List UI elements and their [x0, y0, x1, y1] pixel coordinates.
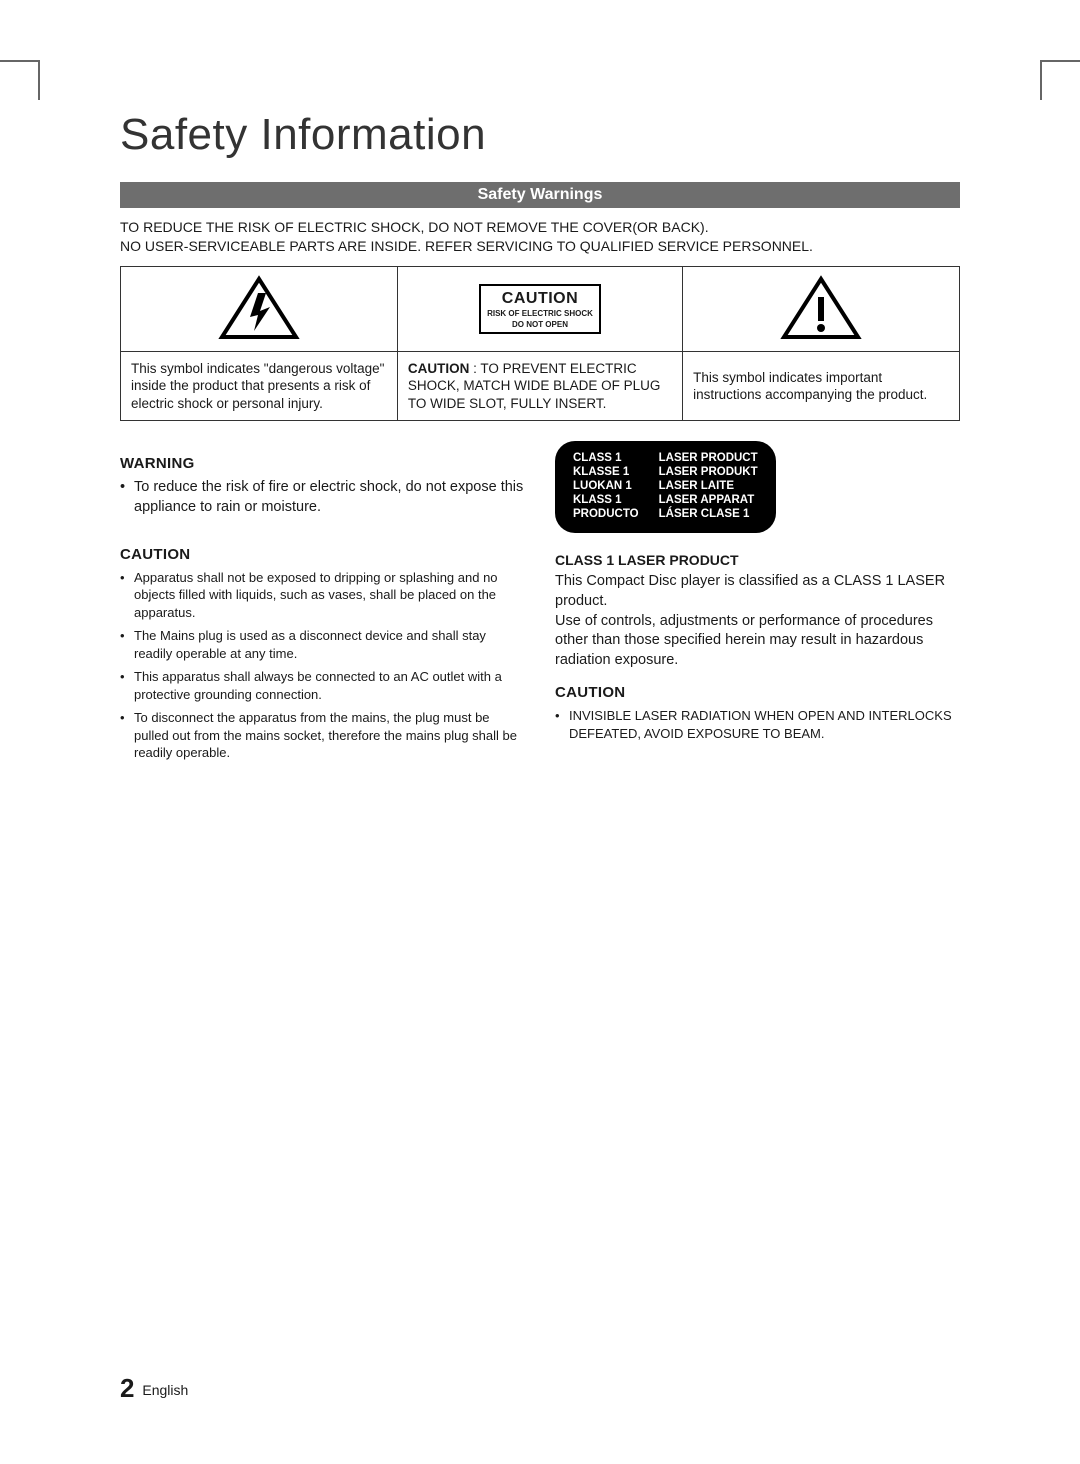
caution-heading-left: CAUTION — [120, 546, 525, 563]
laser-cell: LASER APPARAT — [649, 493, 758, 507]
warning-heading: WARNING — [120, 455, 525, 472]
caution-bold: CAUTION — [408, 361, 470, 376]
caution-item: INVISIBLE LASER RADIATION WHEN OPEN AND … — [555, 707, 960, 742]
crop-mark — [1040, 60, 1042, 100]
voltage-symbol-cell — [121, 266, 398, 351]
warning-symbol-desc: This symbol indicates important instruct… — [683, 351, 960, 421]
laser-class-table: CLASS 1LASER PRODUCT KLASSE 1LASER PRODU… — [573, 451, 758, 521]
laser-cell: KLASS 1 — [573, 493, 649, 507]
page-footer: 2 English — [120, 1373, 188, 1404]
class1-p2: Use of controls, adjustments or performa… — [555, 612, 960, 671]
intro-line-2: NO USER-SERVICEABLE PARTS ARE INSIDE. RE… — [120, 238, 813, 254]
laser-cell: LASER PRODUCT — [649, 451, 758, 465]
warning-symbol-cell — [683, 266, 960, 351]
right-column: CLASS 1LASER PRODUCT KLASSE 1LASER PRODU… — [555, 441, 960, 768]
caution-box-cell: CAUTION RISK OF ELECTRIC SHOCK DO NOT OP… — [397, 266, 682, 351]
caution-heading-right: CAUTION — [555, 684, 960, 701]
crop-mark — [1040, 60, 1080, 62]
caution-box: CAUTION RISK OF ELECTRIC SHOCK DO NOT OP… — [479, 284, 601, 334]
warning-triangle-icon — [780, 275, 862, 343]
laser-cell: PRODUCTO — [573, 507, 649, 521]
left-column: WARNING To reduce the risk of fire or el… — [120, 441, 525, 768]
voltage-symbol-desc: This symbol indicates "dangerous voltage… — [121, 351, 398, 421]
intro-line-1: TO REDUCE THE RISK OF ELECTRIC SHOCK, DO… — [120, 219, 709, 235]
laser-cell: LASER LAITE — [649, 479, 758, 493]
laser-cell: CLASS 1 — [573, 451, 649, 465]
section-heading: Safety Warnings — [120, 182, 960, 208]
caution-item: To disconnect the apparatus from the mai… — [120, 709, 525, 762]
two-column-layout: WARNING To reduce the risk of fire or el… — [120, 441, 960, 768]
caution-item: The Mains plug is used as a disconnect d… — [120, 627, 525, 662]
caution-item: Apparatus shall not be exposed to drippi… — [120, 569, 525, 622]
laser-class-badge: CLASS 1LASER PRODUCT KLASSE 1LASER PRODU… — [555, 441, 776, 533]
safety-symbol-table: CAUTION RISK OF ELECTRIC SHOCK DO NOT OP… — [120, 266, 960, 422]
caution-box-line2: DO NOT OPEN — [487, 321, 593, 330]
crop-mark — [0, 60, 40, 62]
crop-mark — [38, 60, 40, 100]
caution-list-left: Apparatus shall not be exposed to drippi… — [120, 569, 525, 762]
caution-box-title: CAUTION — [487, 290, 593, 308]
laser-cell: LUOKAN 1 — [573, 479, 649, 493]
page-title: Safety Information — [120, 110, 960, 160]
warning-list: To reduce the risk of fire or electric s… — [120, 478, 525, 517]
page-number: 2 — [120, 1373, 134, 1403]
caution-box-line1: RISK OF ELECTRIC SHOCK — [487, 310, 593, 319]
voltage-triangle-icon — [218, 275, 300, 343]
laser-cell: LÁSER CLASE 1 — [649, 507, 758, 521]
intro-text: TO REDUCE THE RISK OF ELECTRIC SHOCK, DO… — [120, 218, 960, 256]
warning-item: To reduce the risk of fire or electric s… — [120, 478, 525, 517]
laser-cell: LASER PRODUKT — [649, 465, 758, 479]
caution-list-right: INVISIBLE LASER RADIATION WHEN OPEN AND … — [555, 707, 960, 742]
class1-p1: This Compact Disc player is classified a… — [555, 572, 960, 611]
class1-heading: CLASS 1 LASER PRODUCT — [555, 552, 960, 568]
laser-cell: KLASSE 1 — [573, 465, 649, 479]
document-page: Safety Information Safety Warnings TO RE… — [0, 0, 1080, 1464]
caution-item: This apparatus shall always be connected… — [120, 668, 525, 703]
caution-plug-desc: CAUTION : TO PREVENT ELECTRIC SHOCK, MAT… — [397, 351, 682, 421]
footer-lang: English — [142, 1382, 188, 1398]
